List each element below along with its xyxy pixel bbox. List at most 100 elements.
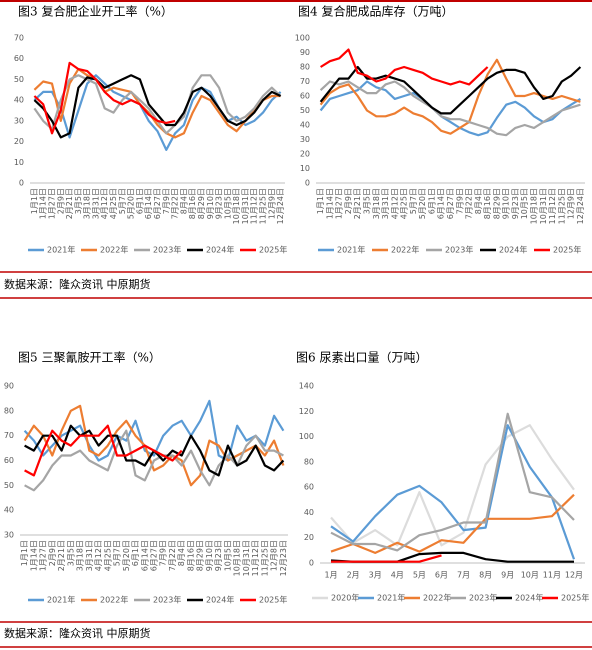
x-tick-label: 5月20日	[418, 188, 427, 219]
x-tick-label: 3月31日	[91, 188, 100, 219]
x-tick-label: 10月18日	[232, 188, 241, 224]
legend-label: 2022年	[391, 245, 419, 255]
x-tick-label: 3月5日	[74, 188, 83, 214]
x-tick-label: 6月	[435, 571, 448, 580]
y-tick-label: 80	[300, 63, 310, 72]
legend-label: 2021年	[47, 245, 75, 255]
source-note: 数据来源：隆众资讯 中原期货	[4, 277, 151, 291]
x-tick-label: 5月7日	[409, 188, 418, 214]
x-tick-label: 8月16日	[483, 188, 492, 219]
x-tick-label: 2月9日	[56, 188, 65, 214]
x-tick-label: 8月4日	[474, 188, 483, 214]
x-tick-label: 1月14日	[39, 188, 48, 219]
x-tick-label: 3月18日	[372, 188, 381, 219]
series-line	[24, 424, 183, 477]
y-tick-label: 80	[304, 457, 314, 466]
y-tick-label: 40	[300, 121, 310, 130]
y-tick-label: 0	[305, 179, 310, 188]
x-tick-label: 3月5日	[66, 540, 75, 566]
x-tick-label: 1月27日	[39, 540, 48, 571]
y-tick-label: 40	[304, 508, 314, 517]
y-tick-label: 80	[4, 406, 14, 415]
x-tick-label: 2月	[347, 571, 360, 580]
x-tick-label: 1月1日	[20, 540, 29, 566]
legend-label: 2023年	[153, 245, 181, 255]
x-tick-label: 2月9日	[48, 540, 57, 566]
series-line	[33, 74, 282, 139]
y-tick-label: 70	[14, 34, 24, 43]
y-tick-label: 10	[300, 164, 310, 173]
legend-label: 2021年	[337, 245, 365, 255]
x-tick-label: 2月9日	[344, 188, 353, 214]
x-tick-label: 3月31日	[381, 188, 390, 219]
x-tick-label: 8月16日	[188, 188, 197, 219]
x-tick-label: 8月	[479, 571, 492, 580]
x-tick-label: 6月14日	[144, 188, 153, 219]
x-tick-label: 10月5日	[520, 188, 529, 219]
y-tick-label: 10	[14, 158, 24, 167]
y-tick-label: 120	[299, 407, 314, 416]
x-tick-label: 3月	[369, 571, 382, 580]
y-tick-label: 60	[300, 92, 310, 101]
series-line	[330, 412, 575, 552]
chart-title: 图5 三聚氰胺开工率（%）	[18, 350, 161, 365]
x-tick-label: 10月18日	[529, 188, 538, 224]
legend-label: 2024年	[515, 593, 543, 603]
x-tick-label: 11月25日	[260, 540, 269, 576]
legend-label: 2020年	[331, 593, 359, 603]
y-tick-label: 70	[4, 431, 14, 440]
series-line	[330, 424, 576, 560]
y-tick-label: 20	[304, 533, 314, 542]
y-tick-label: 50	[4, 481, 14, 490]
y-tick-label: 20	[14, 137, 24, 146]
x-tick-label: 4月25日	[400, 188, 409, 219]
x-tick-label: 9月10日	[205, 540, 214, 571]
x-tick-label: 11月12日	[251, 540, 260, 576]
legend-label: 2023年	[153, 595, 181, 605]
chart-title: 图3 复合肥企业开工率（%）	[18, 4, 173, 19]
x-tick-label: 1月1日	[30, 188, 39, 214]
y-tick-label: 140	[299, 382, 314, 391]
x-tick-label: 9月10日	[206, 188, 215, 219]
x-tick-label: 5月20日	[122, 540, 131, 571]
legend-label: 2023年	[469, 593, 497, 603]
x-tick-label: 4月12日	[100, 188, 109, 219]
x-tick-label: 12月9日	[567, 188, 576, 219]
x-tick-label: 7月22日	[171, 188, 180, 219]
y-tick-label: 70	[300, 77, 310, 86]
x-tick-label: 1月	[324, 571, 337, 580]
y-tick-label: 20	[300, 150, 310, 159]
x-tick-label: 7月9日	[162, 188, 171, 214]
y-tick-label: 90	[4, 382, 14, 391]
y-tick-label: 30	[300, 135, 310, 144]
x-tick-label: 8月29日	[196, 540, 205, 571]
x-tick-label: 4月25日	[103, 540, 112, 571]
x-tick-label: 6月1日	[131, 540, 140, 566]
series-line	[24, 429, 284, 492]
y-tick-label: 0	[19, 179, 24, 188]
x-tick-label: 7月9日	[159, 540, 168, 566]
legend-label: 2025年	[259, 245, 287, 255]
legend-label: 2024年	[206, 245, 234, 255]
series-line	[319, 80, 581, 137]
x-tick-label: 7月	[457, 571, 470, 580]
series-line	[33, 74, 282, 151]
x-tick-label: 11月25日	[259, 188, 268, 224]
x-tick-label: 3月31日	[85, 540, 94, 571]
legend-label: 2025年	[561, 593, 589, 603]
y-tick-label: 40	[4, 506, 14, 515]
x-tick-label: 10月18日	[233, 540, 242, 576]
y-tick-label: 100	[299, 432, 314, 441]
x-tick-label: 10月5日	[223, 540, 232, 571]
y-tick-label: 100	[295, 34, 310, 43]
x-tick-label: 6月1日	[427, 188, 436, 214]
x-tick-label: 1月27日	[335, 188, 344, 219]
x-tick-label: 12月24日	[576, 188, 585, 224]
legend-label: 2025年	[553, 245, 581, 255]
legend-label: 2024年	[206, 595, 234, 605]
x-tick-label: 11月12日	[548, 188, 557, 224]
y-tick-label: 50	[300, 106, 310, 115]
series-line	[330, 424, 575, 547]
series-line	[331, 554, 442, 563]
